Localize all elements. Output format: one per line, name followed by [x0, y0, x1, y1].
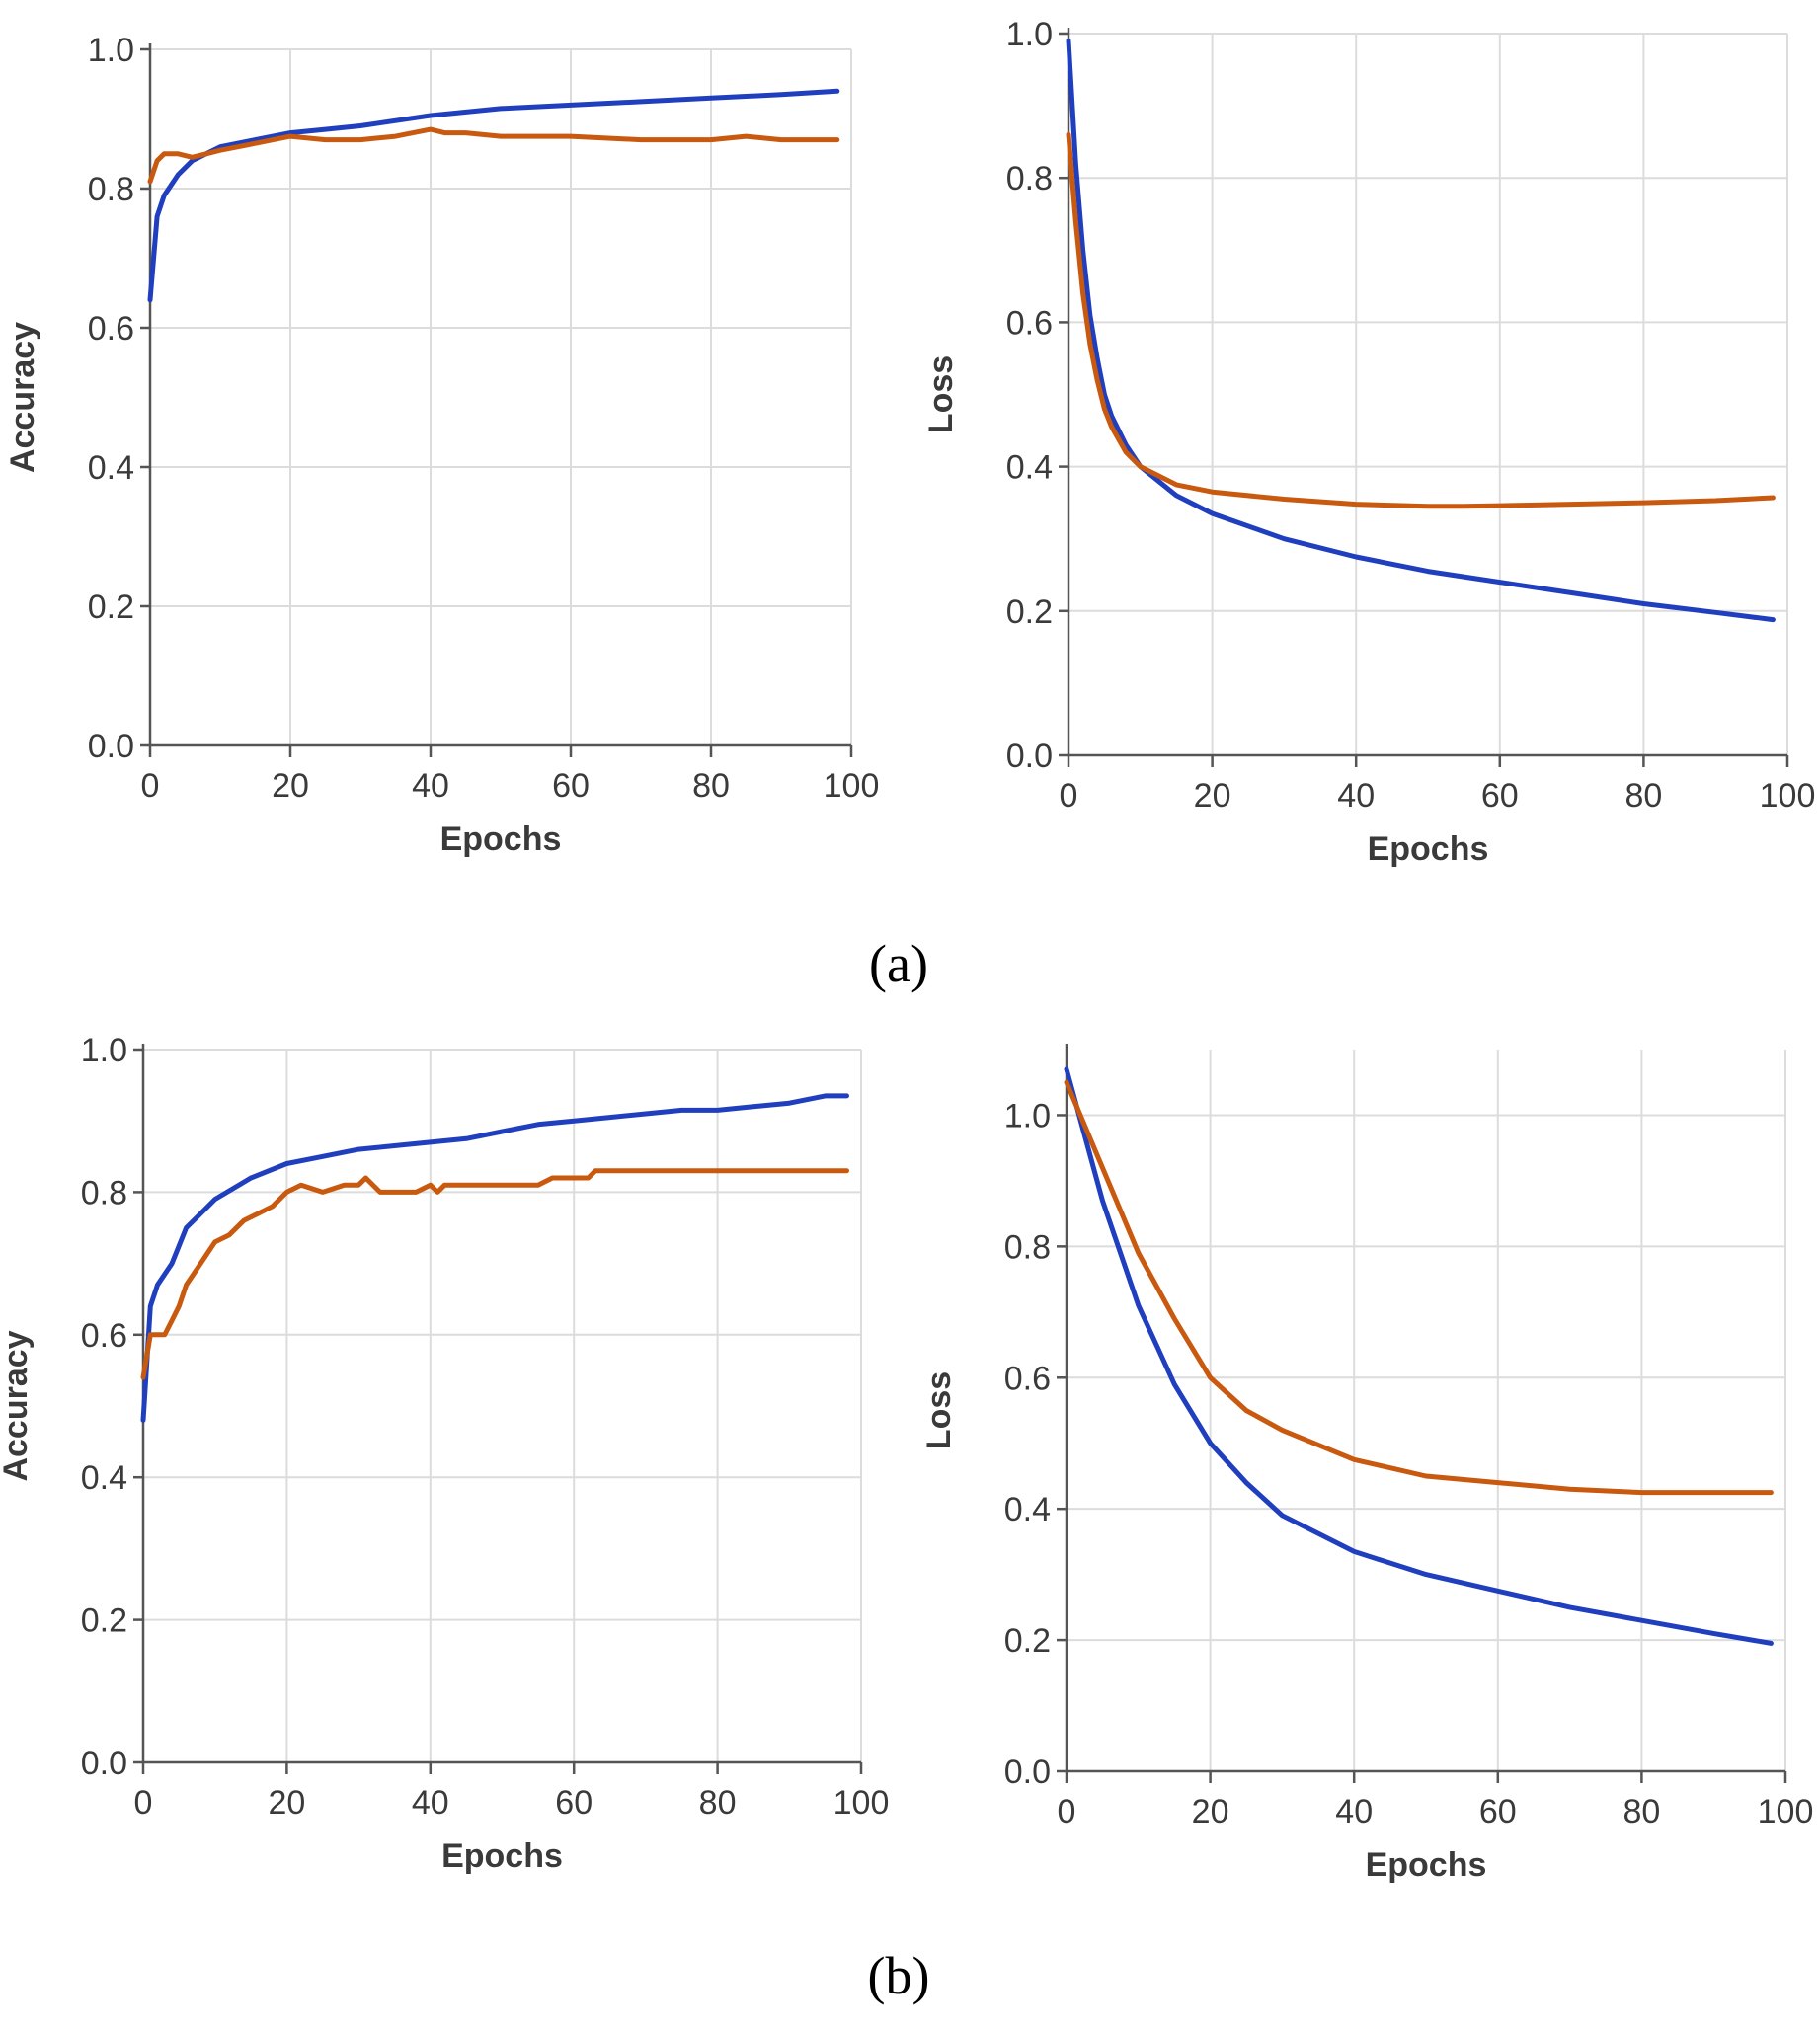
y-axis-label: Loss	[922, 355, 960, 433]
x-tick-label: 80	[1622, 1793, 1660, 1831]
y-tick-label: 0.2	[88, 588, 134, 626]
series-line-validation	[1064, 1079, 1774, 1496]
x-axis-label: Epochs	[441, 1837, 563, 1875]
x-tick-label: 40	[412, 1784, 449, 1822]
y-tick-label: 0.4	[81, 1459, 127, 1497]
series-line-train	[147, 88, 840, 303]
x-tick-label: 40	[1337, 777, 1375, 815]
x-tick-label: 100	[833, 1784, 890, 1822]
x-tick-label: 60	[555, 1784, 593, 1822]
x-tick-label: 80	[699, 1784, 737, 1822]
y-tick-label: 0.0	[1006, 738, 1053, 775]
series-line-validation	[147, 126, 840, 185]
x-tick-label: 40	[412, 767, 449, 805]
y-tick-label: 0.6	[88, 310, 134, 348]
y-axis-label: Accuracy	[4, 322, 41, 473]
x-tick-label: 20	[268, 1784, 305, 1822]
y-tick-label: 0.0	[1004, 1754, 1051, 1791]
y-tick-label: 1.0	[88, 32, 134, 69]
series-line-train	[140, 1093, 849, 1423]
y-tick-label: 0.4	[1006, 449, 1053, 487]
y-tick-label: 0.2	[1006, 593, 1053, 631]
series-line-train	[1066, 38, 1776, 623]
y-tick-label: 0.4	[1004, 1491, 1051, 1528]
y-axis-label: Accuracy	[0, 1330, 35, 1481]
y-tick-label: 0.6	[1004, 1360, 1051, 1397]
x-tick-label: 20	[272, 767, 309, 805]
x-tick-label: 0	[141, 767, 160, 805]
chart-a-accuracy: 0.0 0.2 0.4 0.6 0.8 1.0 0 20 40 60 80 100 Epochs Accu…	[4, 32, 879, 858]
x-tick-label: 100	[824, 767, 880, 805]
x-tick-label: 0	[1060, 777, 1078, 815]
y-tick-label: 0.8	[1006, 160, 1053, 197]
x-tick-label: 100	[1758, 1793, 1814, 1831]
y-tick-label: 1.0	[1004, 1097, 1051, 1134]
x-tick-label: 0	[134, 1784, 153, 1822]
x-axis-label: Epochs	[1366, 1846, 1487, 1884]
series-line-validation	[140, 1168, 849, 1380]
series-line-validation	[1066, 131, 1776, 509]
y-tick-label: 0.2	[1004, 1622, 1051, 1660]
y-tick-label: 0.8	[88, 171, 134, 208]
chart-a-loss: 0.0 0.2 0.4 0.6 0.8 1.0 0 20 40 60 80 100 Epochs Loss	[922, 16, 1815, 868]
y-tick-label: 0.0	[81, 1745, 127, 1782]
y-tick-label: 1.0	[1006, 16, 1053, 53]
y-tick-label: 0.8	[81, 1174, 127, 1211]
x-tick-label: 40	[1335, 1793, 1373, 1831]
y-axis-label: Loss	[920, 1371, 958, 1449]
chart-b-accuracy: 0.0 0.2 0.4 0.6 0.8 1.0 0 20 40 60 80 100 Epochs Accu…	[0, 1032, 889, 1875]
y-tick-label: 1.0	[81, 1032, 127, 1069]
x-tick-label: 20	[1192, 1793, 1229, 1831]
y-tick-label: 0.2	[81, 1602, 127, 1640]
x-tick-label: 20	[1194, 777, 1231, 815]
x-tick-label: 60	[552, 767, 590, 805]
x-tick-label: 100	[1760, 777, 1816, 815]
y-tick-label: 0.4	[88, 449, 134, 487]
panel-a-caption: (a)	[869, 934, 928, 993]
y-tick-label: 0.6	[1006, 304, 1053, 342]
chart-b-loss: 0.0 0.2 0.4 0.6 0.8 1.0 0 20 40 60 80 100 Epochs Loss	[920, 1044, 1813, 1884]
series-line-train	[1064, 1066, 1774, 1646]
x-axis-label: Epochs	[440, 821, 562, 858]
x-tick-label: 80	[1624, 777, 1662, 815]
panel-b-caption: (b)	[867, 1946, 930, 2005]
x-tick-label: 60	[1481, 777, 1519, 815]
y-tick-label: 0.8	[1004, 1228, 1051, 1266]
x-tick-label: 80	[692, 767, 730, 805]
y-tick-label: 0.0	[88, 728, 134, 765]
x-tick-label: 0	[1058, 1793, 1076, 1831]
x-tick-label: 60	[1479, 1793, 1517, 1831]
y-tick-label: 0.6	[81, 1317, 127, 1355]
x-axis-label: Epochs	[1368, 830, 1489, 868]
